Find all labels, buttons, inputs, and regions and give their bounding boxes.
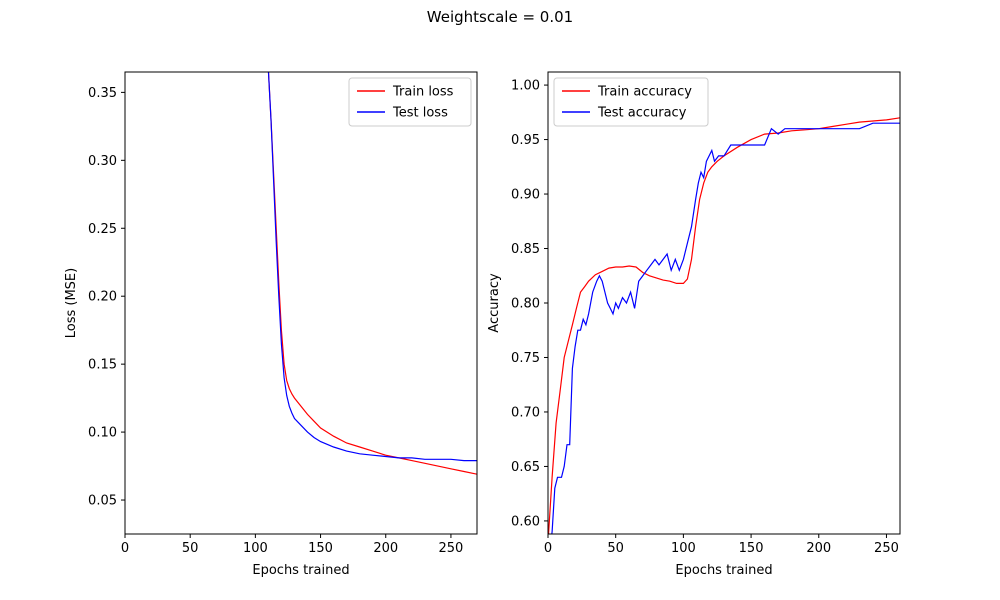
chart-1-series-2-line — [267, 72, 477, 462]
chart-2-y-tick-label: 0.75 — [511, 351, 540, 366]
chart-2-y-tick-label: 0.80 — [511, 297, 540, 312]
chart-2-y-tick-label: 0.90 — [511, 188, 540, 203]
chart-1-legend-label-2: Test loss — [392, 106, 448, 121]
chart-1-legend-box — [348, 77, 472, 127]
chart-1-legend-label-1: Train loss — [392, 85, 454, 100]
chart-2-x-tick-label: 200 — [806, 541, 831, 556]
chart-2-y-tick-label: 0.95 — [511, 133, 540, 148]
chart-2-series-2-line — [551, 122, 900, 534]
chart-1-x-tick-label: 50 — [182, 541, 199, 556]
chart-2-y-tick-label: 0.70 — [511, 405, 540, 420]
chart-1-y-tick-label: 0.25 — [88, 222, 117, 237]
chart-2-y-tick-label: 0.60 — [511, 514, 540, 529]
chart-2-x-tick-label: 0 — [544, 541, 552, 556]
chart-2-y-tick-label: 0.85 — [511, 242, 540, 257]
chart-1-y-tick-label: 0.15 — [88, 358, 117, 373]
chart-1-x-axis-label: Epochs trained — [252, 563, 349, 578]
chart-2-y-axis-label: Accuracy — [487, 273, 502, 333]
chart-2-legend-label-1: Train accuracy — [597, 85, 692, 100]
chart-1-y-tick-label: 0.30 — [88, 154, 117, 169]
chart-2-y-tick-label: 1.00 — [511, 79, 540, 94]
chart-1-axes-frame — [124, 71, 478, 535]
chart-2-x-tick-label: 100 — [671, 541, 696, 556]
chart-2-series-1-line — [548, 117, 900, 534]
chart-2-legend-label-2: Test accuracy — [597, 106, 687, 121]
chart-1-x-tick-label: 150 — [308, 541, 333, 556]
chart-2-x-tick-label: 50 — [607, 541, 624, 556]
chart-2-y-tick-label: 0.65 — [511, 460, 540, 475]
chart-1-y-tick-label: 0.20 — [88, 290, 117, 305]
chart-1-x-tick-label: 200 — [373, 541, 398, 556]
chart-2-x-tick-label: 150 — [739, 541, 764, 556]
chart-1-y-axis-label: Loss (MSE) — [64, 268, 79, 338]
chart-1-x-tick-label: 100 — [243, 541, 268, 556]
chart-2-x-tick-label: 250 — [874, 541, 899, 556]
chart-2-axes-frame — [547, 71, 901, 535]
chart-1-x-tick-label: 0 — [121, 541, 129, 556]
chart-1-series-1-line — [267, 72, 477, 475]
chart-1-y-tick-label: 0.35 — [88, 86, 117, 101]
chart-1-y-tick-label: 0.10 — [88, 426, 117, 441]
chart-1-y-tick-label: 0.05 — [88, 494, 117, 509]
chart-2-legend-box — [553, 77, 709, 127]
chart-2-x-axis-label: Epochs trained — [675, 563, 772, 578]
figure-title: Weightscale = 0.01 — [426, 8, 574, 26]
chart-1-x-tick-label: 250 — [439, 541, 464, 556]
